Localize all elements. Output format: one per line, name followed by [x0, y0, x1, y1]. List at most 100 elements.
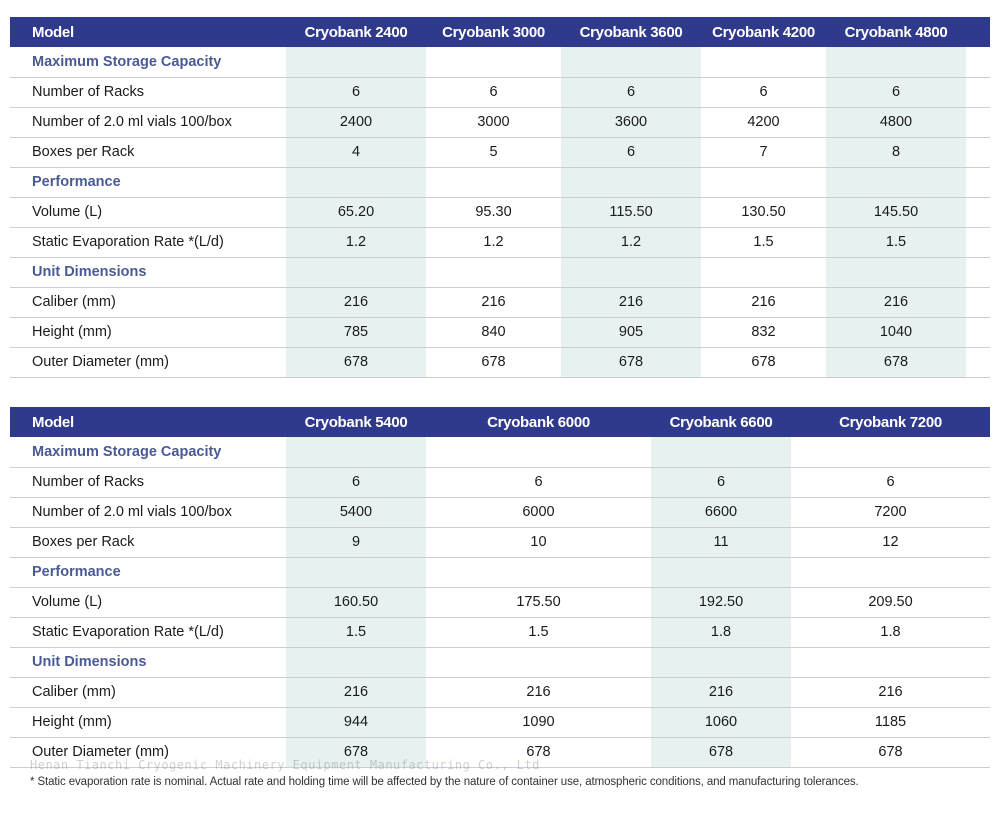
- value-cell: 216: [426, 287, 561, 318]
- empty-cell: [561, 167, 701, 198]
- value-cell: 11: [651, 527, 791, 558]
- value-cell: 1185: [791, 707, 990, 738]
- value-cell: 1.2: [286, 227, 426, 258]
- table-row: Number of 2.0 ml vials 100/box 5400 6000…: [10, 497, 990, 528]
- section-title: Maximum Storage Capacity: [10, 437, 286, 468]
- value-cell: 216: [561, 287, 701, 318]
- row-label: Volume (L): [10, 587, 286, 618]
- empty-cell: [966, 167, 990, 198]
- empty-cell: [826, 257, 966, 288]
- value-cell: 6: [561, 137, 701, 168]
- empty-cell: [966, 257, 990, 288]
- row-label: Number of Racks: [10, 467, 286, 498]
- value-cell: 6000: [426, 497, 651, 528]
- value-cell: 1.5: [286, 617, 426, 648]
- value-cell: 6: [426, 467, 651, 498]
- row-label: Static Evaporation Rate *(L/d): [10, 617, 286, 648]
- empty-cell: [826, 167, 966, 198]
- row-label: Height (mm): [10, 707, 286, 738]
- row-label: Volume (L): [10, 197, 286, 228]
- value-cell: 6: [286, 77, 426, 108]
- empty-cell: [651, 437, 791, 468]
- value-cell: 1.2: [561, 227, 701, 258]
- value-cell: 12: [791, 527, 990, 558]
- empty-cell: [966, 107, 990, 138]
- value-cell: 678: [426, 347, 561, 378]
- empty-cell: [426, 437, 651, 468]
- empty-cell: [701, 47, 826, 78]
- value-cell: 216: [426, 677, 651, 708]
- empty-cell: [286, 557, 426, 588]
- section-title: Performance: [10, 557, 286, 588]
- value-cell: 7: [701, 137, 826, 168]
- empty-cell: [426, 557, 651, 588]
- model-column-header: Cryobank 3600: [561, 17, 701, 47]
- model-column-header: Cryobank 5400: [286, 407, 426, 437]
- value-cell: 832: [701, 317, 826, 348]
- value-cell: 1.5: [426, 617, 651, 648]
- value-cell: 95.30: [426, 197, 561, 228]
- value-cell: 678: [701, 347, 826, 378]
- table-row: Number of Racks 6 6 6 6 6: [10, 77, 990, 108]
- empty-cell: [286, 647, 426, 678]
- row-label: Outer Diameter (mm): [10, 737, 286, 768]
- model-column-header: Cryobank 4800: [826, 17, 966, 47]
- empty-cell: [651, 647, 791, 678]
- row-label: Boxes per Rack: [10, 527, 286, 558]
- table-row: Volume (L) 160.50 175.50 192.50 209.50: [10, 587, 990, 618]
- value-cell: 216: [826, 287, 966, 318]
- footnote: * Static evaporation rate is nominal. Ac…: [30, 776, 859, 788]
- row-label: Number of Racks: [10, 77, 286, 108]
- value-cell: 216: [286, 287, 426, 318]
- spec-table-2: Model Cryobank 5400 Cryobank 6000 Cryoba…: [10, 407, 990, 768]
- section-row: Unit Dimensions: [10, 257, 990, 288]
- model-column-header: Cryobank 6000: [426, 407, 651, 437]
- empty-cell: [701, 167, 826, 198]
- value-cell: 678: [791, 737, 990, 768]
- empty-cell: [286, 47, 426, 78]
- value-cell: 6: [286, 467, 426, 498]
- table-header-row: Model Cryobank 5400 Cryobank 6000 Cryoba…: [10, 407, 990, 437]
- value-cell: 1.5: [826, 227, 966, 258]
- table-row: Outer Diameter (mm) 678 678 678 678 678: [10, 347, 990, 378]
- value-cell: 6: [826, 77, 966, 108]
- value-cell: 209.50: [791, 587, 990, 618]
- empty-cell: [966, 227, 990, 258]
- value-cell: 65.20: [286, 197, 426, 228]
- empty-cell: [426, 647, 651, 678]
- empty-cell: [651, 557, 791, 588]
- value-cell: 3600: [561, 107, 701, 138]
- value-cell: 4800: [826, 107, 966, 138]
- section-title: Maximum Storage Capacity: [10, 47, 286, 78]
- value-cell: 678: [426, 737, 651, 768]
- model-header: Model: [10, 407, 286, 437]
- table-row: Volume (L) 65.20 95.30 115.50 130.50 145…: [10, 197, 990, 228]
- value-cell: 216: [701, 287, 826, 318]
- section-row: Unit Dimensions: [10, 647, 990, 678]
- value-cell: 145.50: [826, 197, 966, 228]
- value-cell: 1.2: [426, 227, 561, 258]
- value-cell: 1.8: [791, 617, 990, 648]
- model-column-header: Cryobank 7200: [791, 407, 990, 437]
- value-cell: 6: [651, 467, 791, 498]
- value-cell: 678: [286, 347, 426, 378]
- empty-cell: [286, 437, 426, 468]
- value-cell: 2400: [286, 107, 426, 138]
- value-cell: 1.5: [701, 227, 826, 258]
- row-label: Caliber (mm): [10, 287, 286, 318]
- model-column-header: Cryobank 3000: [426, 17, 561, 47]
- value-cell: 785: [286, 317, 426, 348]
- empty-cell: [791, 557, 990, 588]
- value-cell: 216: [651, 677, 791, 708]
- empty-cell: [966, 77, 990, 108]
- empty-cell: [561, 257, 701, 288]
- value-cell: 6: [791, 467, 990, 498]
- row-label: Number of 2.0 ml vials 100/box: [10, 107, 286, 138]
- value-cell: 216: [791, 677, 990, 708]
- value-cell: 6: [701, 77, 826, 108]
- value-cell: 192.50: [651, 587, 791, 618]
- spec-table-1: Model Cryobank 2400 Cryobank 3000 Cryoba…: [10, 17, 990, 378]
- model-column-header: Cryobank 2400: [286, 17, 426, 47]
- value-cell: 6600: [651, 497, 791, 528]
- value-cell: 840: [426, 317, 561, 348]
